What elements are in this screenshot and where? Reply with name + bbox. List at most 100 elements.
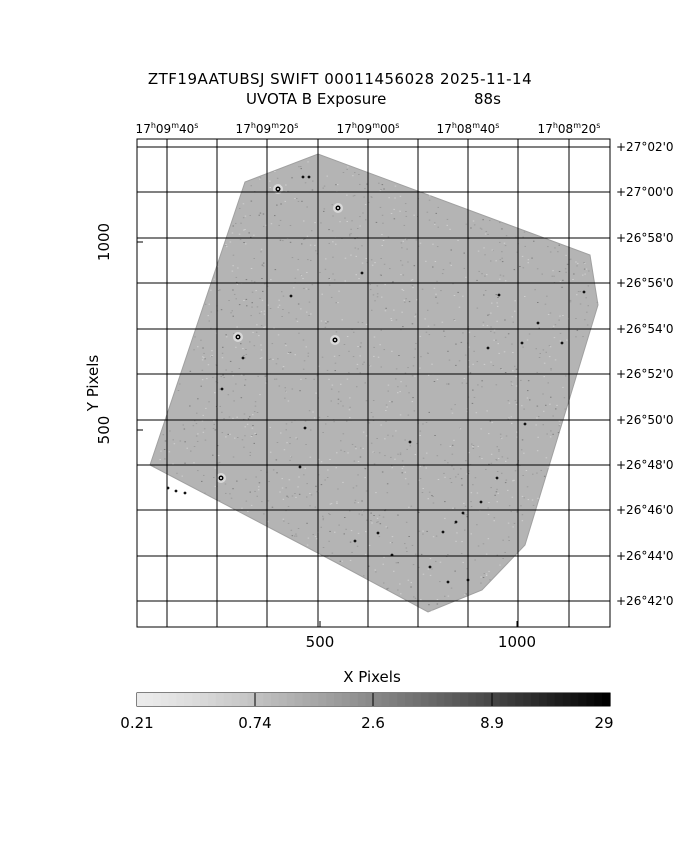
noise-pixel — [493, 517, 496, 519]
noise-pixel — [405, 298, 407, 300]
noise-pixel — [259, 394, 261, 396]
noise-pixel — [490, 260, 492, 262]
noise-pixel — [446, 383, 448, 385]
noise-pixel — [235, 276, 238, 278]
noise-pixel — [182, 424, 184, 426]
noise-pixel — [340, 400, 342, 402]
noise-pixel — [350, 530, 353, 532]
noise-pixel — [423, 465, 425, 467]
noise-pixel — [486, 274, 488, 276]
noise-pixel — [201, 420, 204, 422]
noise-pixel — [533, 240, 535, 242]
noise-pixel — [388, 197, 390, 199]
noise-pixel — [203, 357, 205, 359]
noise-pixel — [407, 367, 409, 369]
noise-pixel — [582, 274, 584, 276]
noise-pixel — [398, 355, 400, 356]
colorbar-step — [341, 693, 351, 706]
noise-pixel — [497, 343, 499, 345]
noise-pixel — [387, 434, 389, 436]
noise-pixel — [328, 378, 330, 380]
noise-pixel — [234, 437, 236, 439]
source-core — [237, 336, 239, 338]
noise-pixel — [289, 241, 292, 243]
noise-pixel — [543, 475, 546, 477]
noise-pixel — [326, 477, 329, 478]
noise-pixel — [419, 335, 422, 337]
noise-pixel — [238, 368, 241, 369]
noise-pixel — [300, 168, 302, 170]
noise-pixel — [291, 257, 294, 259]
noise-pixel — [213, 420, 215, 422]
noise-pixel — [359, 183, 361, 185]
noise-pixel — [512, 526, 514, 528]
noise-pixel — [577, 262, 579, 264]
noise-pixel — [378, 514, 381, 516]
noise-pixel — [218, 461, 221, 463]
noise-pixel — [283, 520, 285, 522]
noise-pixel — [400, 381, 402, 383]
noise-pixel — [413, 410, 416, 412]
noise-pixel — [485, 231, 488, 232]
noise-pixel — [431, 363, 433, 365]
colorbar-step — [436, 693, 446, 706]
noise-pixel — [285, 487, 287, 489]
noise-pixel — [516, 436, 518, 438]
noise-pixel — [308, 301, 311, 303]
noise-pixel — [473, 396, 476, 398]
noise-pixel — [562, 279, 564, 281]
noise-pixel — [379, 344, 381, 346]
noise-pixel — [296, 198, 298, 199]
noise-pixel — [287, 190, 289, 192]
noise-pixel — [520, 379, 522, 381]
colorbar-step — [468, 693, 477, 706]
noise-pixel — [246, 418, 248, 420]
colorbar-step — [602, 693, 611, 706]
noise-pixel — [399, 452, 402, 454]
noise-pixel — [543, 376, 545, 378]
colorbar-step — [578, 693, 587, 706]
noise-pixel — [507, 522, 510, 524]
noise-pixel — [471, 402, 474, 404]
noise-pixel — [499, 274, 502, 276]
noise-pixel — [472, 220, 475, 222]
noise-pixel — [490, 453, 493, 455]
noise-pixel — [406, 551, 408, 552]
noise-pixel — [477, 384, 479, 386]
noise-pixel — [399, 195, 402, 197]
noise-pixel — [314, 535, 317, 537]
noise-pixel — [274, 171, 276, 172]
noise-pixel — [279, 491, 281, 493]
noise-pixel — [328, 278, 330, 280]
noise-pixel — [337, 398, 340, 400]
noise-pixel — [511, 422, 513, 424]
noise-pixel — [201, 480, 203, 482]
noise-pixel — [397, 453, 399, 455]
noise-pixel — [356, 368, 359, 370]
noise-pixel — [372, 294, 375, 296]
noise-pixel — [527, 259, 530, 261]
dec-label: +26°44'0 — [616, 549, 674, 563]
colorbar-step — [160, 693, 170, 706]
noise-pixel — [203, 428, 206, 430]
noise-pixel — [408, 506, 410, 508]
noise-pixel — [294, 354, 296, 356]
noise-pixel — [415, 313, 417, 315]
noise-pixel — [287, 506, 290, 508]
noise-pixel — [363, 196, 365, 198]
noise-pixel — [427, 568, 430, 570]
colorbar-step — [554, 693, 564, 706]
noise-pixel — [341, 319, 343, 321]
noise-pixel — [334, 531, 336, 533]
noise-pixel — [306, 206, 308, 208]
noise-pixel — [425, 331, 428, 333]
noise-pixel — [406, 448, 408, 450]
noise-pixel — [529, 399, 531, 401]
noise-pixel — [339, 560, 342, 562]
noise-pixel — [207, 315, 209, 317]
noise-pixel — [450, 408, 453, 410]
noise-pixel — [546, 433, 548, 435]
noise-pixel — [477, 250, 480, 252]
noise-pixel — [380, 189, 382, 191]
noise-pixel — [502, 558, 504, 559]
